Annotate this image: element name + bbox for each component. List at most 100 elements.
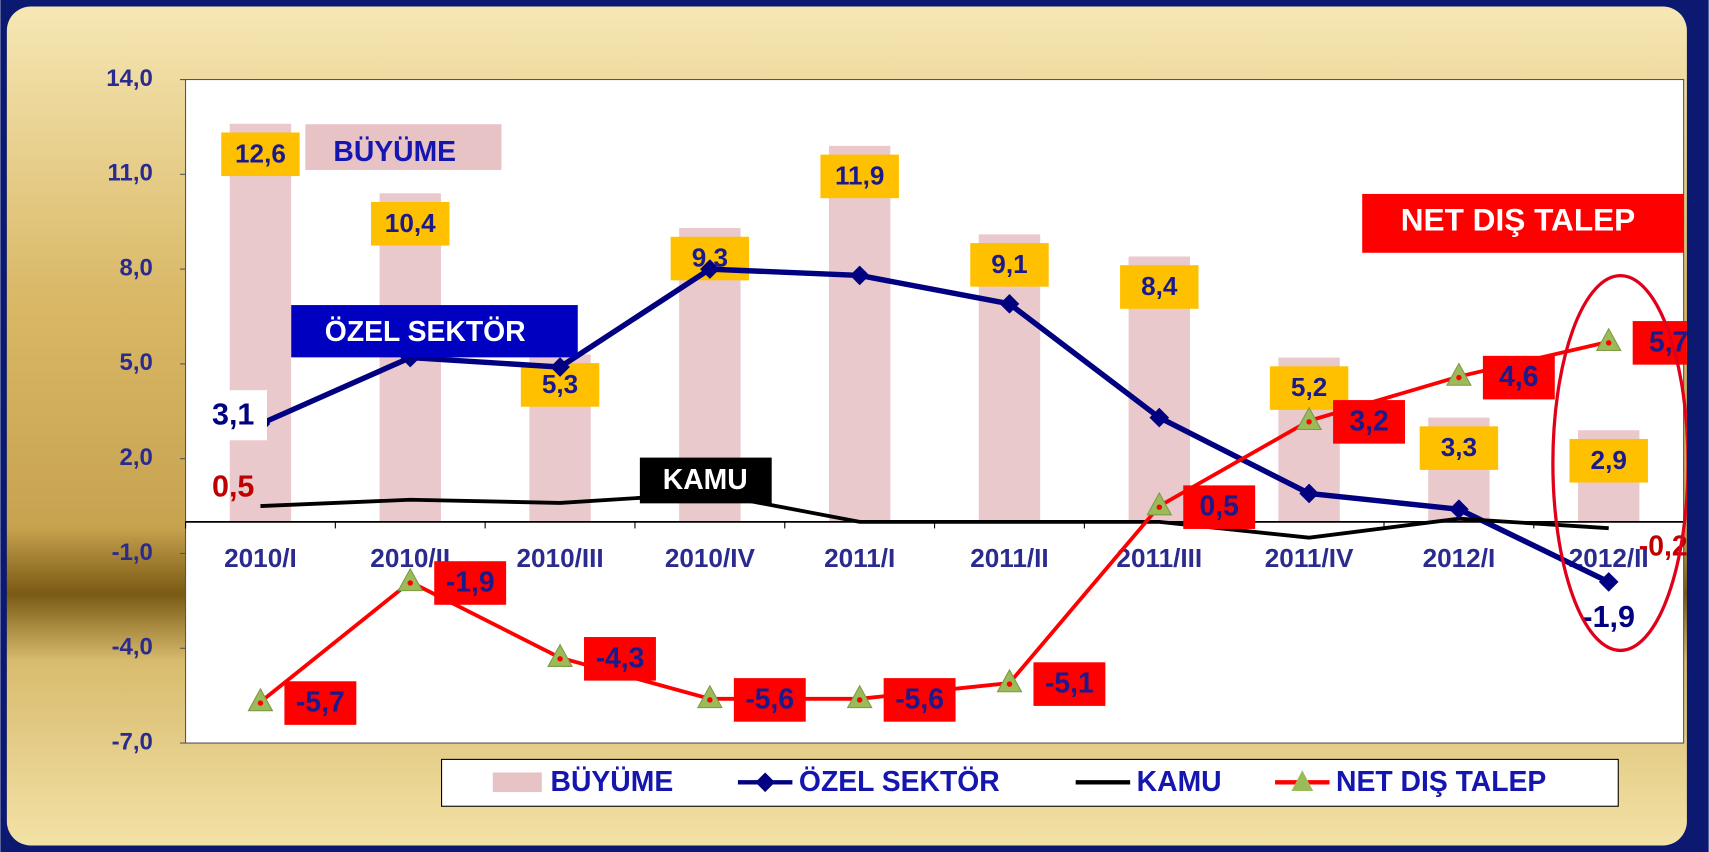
line: [260, 491, 1609, 540]
bar-value-label: 9,1: [991, 249, 1027, 279]
line-value-label: -1,9: [1582, 600, 1635, 634]
plot: -7,0 -4,0 -1,0 2,0 5,0 8,0 11,0 14,0 2010/I 2010/…: [106, 65, 1687, 807]
y-tick-label: 14,0: [106, 65, 153, 92]
triangle-marker: [1446, 362, 1472, 386]
diamond-marker: [1449, 499, 1469, 520]
bar-value-label: 3,3: [1441, 432, 1477, 462]
y-tick-label: -4,0: [112, 634, 153, 661]
triangle-marker: [696, 684, 723, 709]
line-value-label-box: [1183, 485, 1256, 529]
line-value-label-box: [199, 390, 267, 441]
line-value-label: 3,1: [212, 397, 254, 431]
marker-dot: [557, 656, 563, 662]
x-tick-label: 2010/I: [224, 543, 297, 573]
marker-dot: [407, 580, 413, 586]
line-value-label-box: [1482, 355, 1555, 400]
bar-value-label: 10,4: [385, 208, 436, 238]
line-value-label: 0,5: [212, 470, 254, 504]
marker-dot: [1156, 504, 1163, 510]
y-tick-label: 2,0: [120, 444, 153, 471]
triangle-marker: [547, 643, 573, 668]
line-value-label: 0,5: [1200, 491, 1239, 523]
bar-value-label-box: [1419, 426, 1499, 470]
bar: [828, 145, 891, 522]
marker-dot: [1456, 374, 1462, 381]
annotation-box: [1362, 193, 1684, 253]
bar-value-label: 11,9: [835, 160, 884, 190]
annotation-box: [291, 305, 578, 358]
diamond-marker: [999, 294, 1020, 314]
triangle-marker: [996, 668, 1023, 693]
bar-value-label-box: [1569, 438, 1648, 483]
legend-label: NET DIŞ TALEP: [1336, 766, 1546, 798]
x-tick-label: 2012/I: [1423, 543, 1496, 573]
line-value-label: -5,1: [1045, 668, 1094, 700]
marker-dot: [856, 697, 863, 703]
triangle-marker: [846, 684, 873, 709]
line-value-label-box: [1333, 400, 1405, 444]
legend-label: ÖZEL SEKTÖR: [799, 766, 1000, 798]
line-value-label: -1,9: [446, 567, 495, 599]
y-tick-label: 11,0: [108, 160, 153, 187]
triangle-marker: [1595, 327, 1622, 352]
highlight-ellipse: [1551, 274, 1687, 653]
annotation: KAMU: [663, 464, 748, 496]
line-value-label: -4,3: [596, 642, 645, 674]
triangle-marker: [247, 687, 274, 712]
x-tick-label: 2011/I: [824, 543, 895, 573]
line-value-label-box: [284, 681, 357, 725]
line: [259, 266, 1610, 585]
line-value-label-box: [1033, 662, 1106, 706]
legend-marker: [1291, 770, 1314, 791]
bar-value-label: 2,9: [1591, 445, 1627, 475]
bar-value-label: 8,4: [1141, 271, 1178, 301]
y-tick-label: 8,0: [120, 254, 153, 281]
line-value-label: -5,7: [296, 687, 345, 719]
diamond-marker: [1149, 407, 1170, 428]
triangle-marker: [1296, 406, 1323, 431]
x-tick-label: 2011/II: [970, 543, 1048, 573]
triangle-marker: [1146, 491, 1173, 516]
annotation-box: [639, 457, 772, 504]
bar-value-label-box: [820, 154, 899, 199]
legend-marker: [755, 772, 775, 793]
legend-label: BÜYÜME: [551, 766, 674, 798]
line-value-label: -5,6: [895, 683, 944, 715]
bar: [229, 123, 292, 522]
legend-swatch: [492, 772, 542, 793]
bar-value-label: 12,6: [235, 138, 286, 168]
legend-box: [441, 758, 1619, 807]
annotation: ÖZEL SEKTÖR: [325, 316, 526, 348]
marker-dot: [1306, 419, 1312, 425]
line-value-label: 3,2: [1349, 405, 1388, 437]
line-value-label: -5,6: [745, 683, 794, 715]
y-tick-label: 5,0: [120, 349, 153, 376]
y-tick-label: -7,0: [112, 728, 153, 755]
triangle-marker: [397, 567, 424, 592]
legend-label: KAMU: [1137, 766, 1222, 798]
annotation: NET DIŞ TALEP: [1401, 202, 1636, 238]
bar-value-label: 5,2: [1291, 372, 1327, 402]
diamond-marker: [700, 259, 720, 279]
bar-value-label-box: [970, 243, 1049, 287]
diamond-marker: [1598, 572, 1619, 592]
x-tick-label: 2011/III: [1116, 543, 1202, 573]
x-tick-label: 2010/IV: [665, 543, 756, 573]
bar-value-label-box: [1120, 265, 1199, 309]
bar-value-label-box: [371, 201, 450, 246]
marker-dot: [1605, 340, 1612, 346]
annotation: BÜYÜME: [333, 136, 456, 168]
line-value-label-box: [434, 561, 507, 605]
x-tick-label: 2011/IV: [1265, 543, 1354, 573]
line-value-label: 4,6: [1499, 361, 1538, 393]
marker-dot: [707, 697, 713, 703]
diamond-marker: [550, 357, 570, 377]
x-tick-label: 2010/III: [516, 543, 603, 573]
marker-dot: [1006, 681, 1013, 687]
line-value-label-box: [733, 678, 806, 722]
line-value-label-box: [584, 637, 656, 681]
marker-dot: [257, 700, 264, 706]
bar-value-label-box: [221, 132, 300, 177]
